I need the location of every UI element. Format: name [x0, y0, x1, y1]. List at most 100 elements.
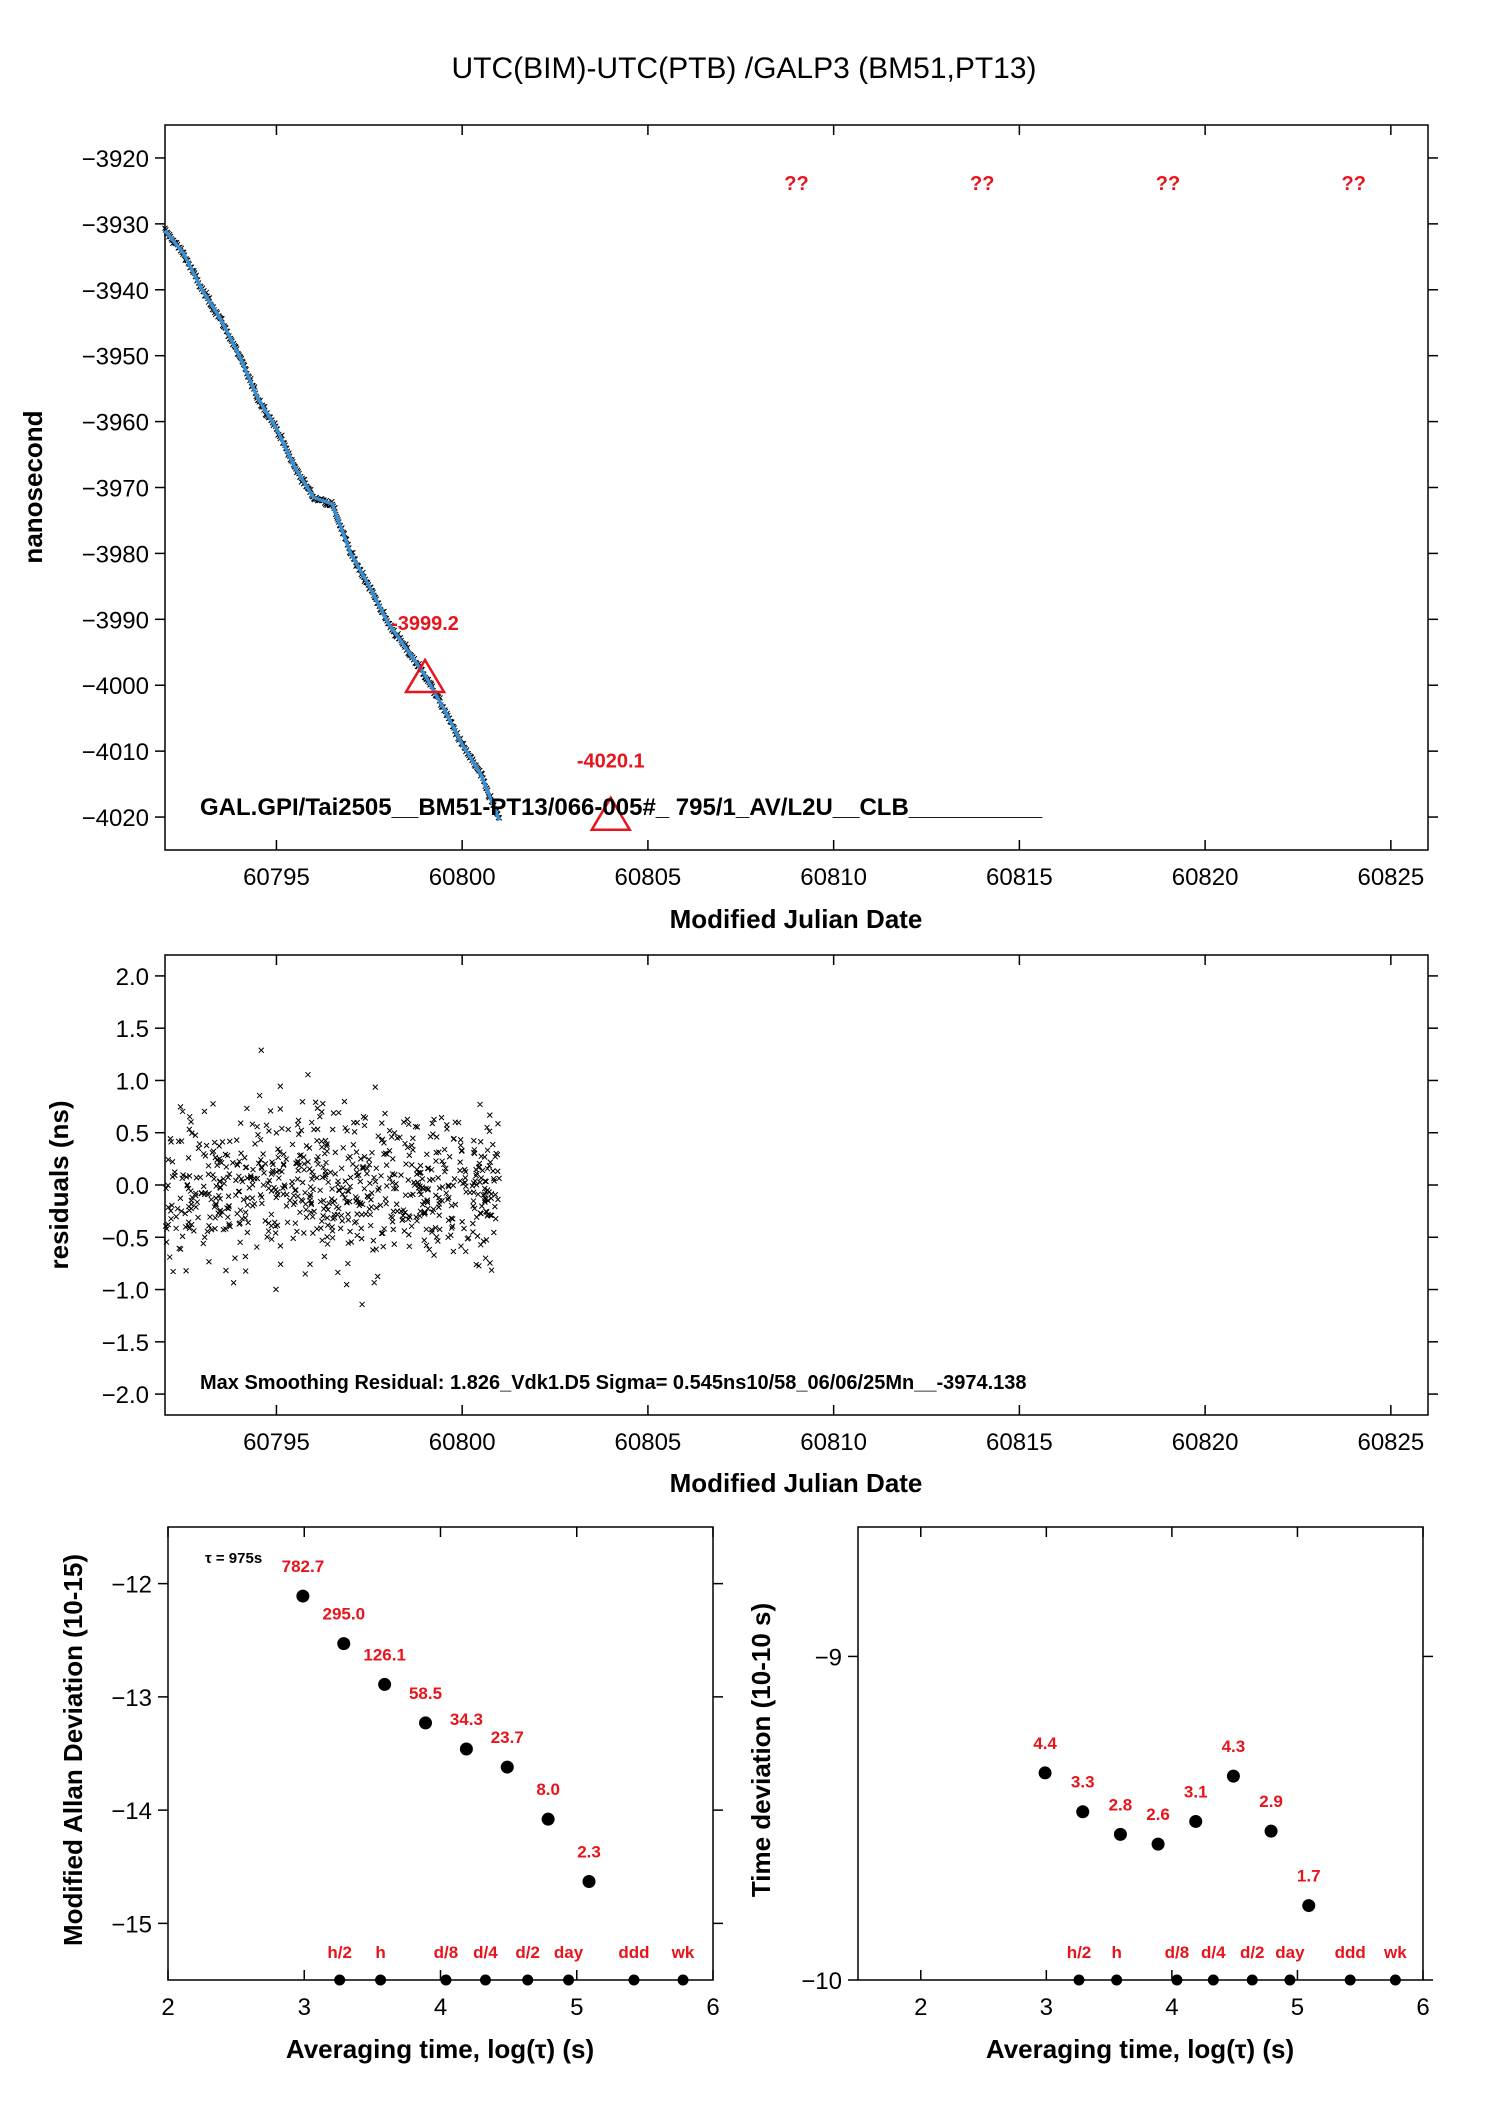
residual-point — [400, 1119, 407, 1125]
residual-point — [425, 1186, 432, 1192]
residual-point — [217, 1207, 224, 1214]
fit-line — [163, 229, 501, 821]
residual-point — [320, 1213, 326, 1219]
residual-point — [276, 1149, 283, 1155]
residual-point — [462, 1248, 469, 1255]
residual-point — [432, 1192, 439, 1199]
residual-point — [163, 1225, 170, 1232]
residual-point — [249, 1203, 256, 1209]
residual-point — [242, 1209, 249, 1216]
residual-point — [244, 1195, 251, 1201]
tdev-xtick-label: 5 — [1291, 1994, 1304, 2021]
residual-point — [252, 1141, 258, 1147]
residual-point — [445, 1194, 452, 1201]
tdev-point — [1113, 1827, 1127, 1841]
residual-point — [386, 1175, 393, 1182]
residual-point — [369, 1149, 375, 1156]
residual-point — [268, 1211, 275, 1218]
mdev-interval-label: h — [375, 1943, 385, 1962]
residual-point — [450, 1248, 457, 1255]
residual-point — [249, 1177, 256, 1184]
residual-point — [276, 1175, 282, 1181]
residual-point — [366, 1156, 372, 1163]
residual-point — [223, 1164, 230, 1170]
mdev-frame — [167, 1526, 714, 1981]
residual-point — [276, 1167, 283, 1174]
flag-label: ?? — [1341, 173, 1365, 195]
residual-point — [178, 1138, 185, 1144]
residual-point — [279, 1185, 286, 1191]
residual-point — [420, 1186, 427, 1192]
residual-point — [494, 1168, 501, 1175]
mdev-point-label: 8.0 — [536, 1780, 560, 1799]
residual-point — [244, 1105, 250, 1112]
residual-point — [457, 1159, 464, 1165]
residual-point — [278, 1125, 285, 1132]
residual-point — [386, 1127, 393, 1134]
residual-point — [470, 1137, 477, 1144]
residual-point — [398, 1172, 404, 1178]
residual-point — [245, 1219, 252, 1226]
residual-point — [425, 1205, 431, 1212]
residual-point — [186, 1113, 193, 1120]
residual-point — [268, 1236, 275, 1243]
residual-point — [448, 1215, 455, 1222]
residual-point — [364, 1193, 371, 1199]
residual-point — [324, 1141, 330, 1148]
tdev-xlabel: Averaging time, log(τ) (s) — [986, 2034, 1294, 2064]
time-series-xtick-label: 60825 — [1357, 864, 1424, 891]
residual-point — [303, 1206, 309, 1213]
residual-point — [484, 1124, 490, 1131]
residual-point — [446, 1153, 453, 1160]
residual-point — [388, 1134, 395, 1140]
residual-point — [367, 1222, 374, 1229]
residual-point — [192, 1132, 199, 1139]
residual-point — [357, 1178, 364, 1185]
residual-point — [254, 1123, 261, 1130]
triangle-marker — [589, 795, 632, 831]
residual-point — [225, 1193, 232, 1200]
residual-point — [404, 1144, 411, 1151]
residual-point — [345, 1260, 351, 1267]
mdev-ylabel: Modified Allan Deviation (10-15) — [58, 1554, 88, 1946]
residual-point — [477, 1241, 484, 1248]
residual-point — [379, 1230, 386, 1237]
residual-point — [361, 1153, 368, 1160]
residual-point — [277, 1106, 284, 1112]
residual-point — [335, 1109, 342, 1116]
residual-point — [495, 1120, 501, 1127]
residual-point — [408, 1142, 415, 1149]
residual-point — [268, 1171, 275, 1177]
residual-point — [354, 1232, 361, 1239]
residual-point — [271, 1219, 278, 1226]
residual-point — [487, 1260, 493, 1266]
residual-point — [360, 1164, 367, 1171]
residual-point — [349, 1161, 356, 1167]
tdev-interval-marker — [1284, 1974, 1296, 1986]
residual-point — [265, 1180, 271, 1187]
residual-point — [312, 1099, 319, 1106]
residuals-ylabel: residuals (ns) — [44, 1100, 74, 1269]
residual-point — [239, 1178, 246, 1185]
residual-point — [493, 1150, 500, 1157]
residual-point — [401, 1228, 408, 1234]
residual-point — [268, 1188, 275, 1194]
residual-point — [422, 1209, 429, 1216]
residual-point — [308, 1201, 315, 1208]
residuals-xtick-label: 60805 — [615, 1429, 682, 1456]
residual-point — [173, 1213, 180, 1220]
residual-point — [166, 1254, 173, 1260]
residuals-ytick-label: −1.0 — [102, 1278, 149, 1305]
residual-point — [319, 1144, 325, 1151]
time-series-ytick-label: −3990 — [82, 607, 149, 634]
residual-point — [482, 1255, 489, 1262]
mdev-tau-label: τ = 975s — [205, 1550, 262, 1567]
residual-point — [371, 1279, 378, 1286]
residual-point — [294, 1121, 301, 1128]
residual-point — [213, 1195, 219, 1201]
residual-point — [336, 1187, 343, 1194]
time-series-ytick-label: −3980 — [82, 541, 149, 568]
residual-point — [436, 1212, 443, 1219]
time-series-ytick-label: −3930 — [82, 212, 149, 239]
time-series-ytick-label: −4010 — [82, 739, 149, 766]
